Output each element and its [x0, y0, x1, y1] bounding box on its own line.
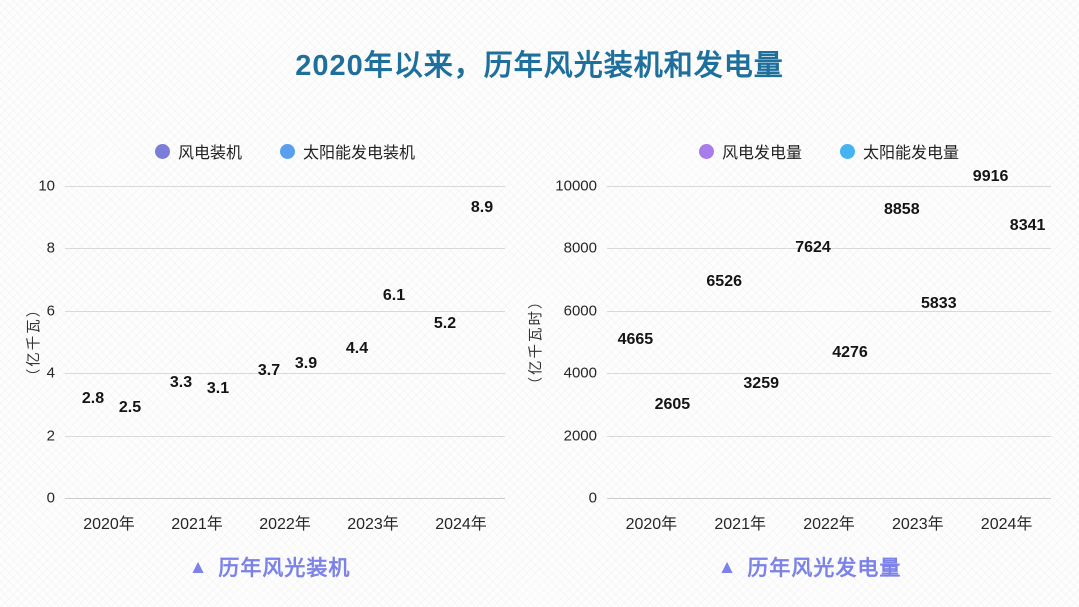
data-label: 9916 — [972, 167, 1009, 185]
x-tick-label: 2023年 — [891, 516, 944, 533]
y-tick-label: 6000 — [563, 302, 597, 320]
x-tick-label: 2023年 — [347, 516, 399, 533]
data-label: 4.4 — [345, 339, 369, 357]
caption-generation: ▲ 历年风光发电量 — [540, 552, 1079, 582]
data-label: 6.1 — [382, 286, 406, 304]
legend-dot-icon — [154, 143, 170, 159]
y-tick-label: 10 — [38, 177, 55, 195]
legend-item: 太阳能发电量 — [840, 139, 959, 163]
triangle-icon: ▲ — [188, 556, 208, 578]
legend-item-label: 太阳能发电量 — [863, 145, 960, 162]
gridline — [65, 435, 505, 437]
data-label: 5833 — [921, 295, 957, 312]
legend-item-label: 太阳能发电装机 — [303, 145, 416, 162]
data-label: 2.5 — [118, 399, 142, 416]
gridline — [607, 373, 1051, 375]
data-label: 8.9 — [470, 199, 494, 217]
gridline — [607, 248, 1051, 250]
y-tick-label: 8 — [46, 239, 55, 257]
gridline — [607, 498, 1051, 499]
x-tick-label: 2021年 — [714, 516, 766, 533]
data-label: 3.1 — [206, 380, 230, 398]
data-label: 3.9 — [294, 355, 318, 373]
y-tick-label: 2000 — [563, 427, 597, 445]
data-label: 4665 — [617, 331, 654, 349]
legend-dot-icon — [698, 143, 714, 159]
legend-item: 太阳能发电装机 — [280, 139, 415, 163]
y-axis-title-generation: （亿千瓦时） — [528, 292, 545, 392]
caption-generation-text: 历年风光发电量 — [747, 557, 902, 580]
y-tick-label: 4000 — [563, 364, 597, 382]
y-tick-label: 0 — [588, 489, 597, 507]
x-tick-label: 2024年 — [435, 516, 487, 533]
gridline — [607, 435, 1051, 437]
y-axis-title-install: （亿千瓦） — [26, 300, 43, 384]
data-label: 7624 — [795, 239, 831, 257]
gridline — [65, 373, 505, 375]
legend-dot-icon — [840, 143, 855, 159]
gridline — [65, 248, 505, 250]
legend-dot-icon — [280, 143, 295, 159]
gridline — [65, 186, 505, 187]
y-tick-label: 6 — [46, 302, 55, 320]
gridline — [65, 310, 505, 312]
data-label: 2.8 — [81, 389, 105, 407]
data-label: 2605 — [654, 395, 691, 413]
data-label: 8341 — [1009, 216, 1046, 234]
caption-install-text: 历年风光装机 — [218, 557, 351, 580]
chart-install-plot: （亿千瓦） 0 2 4 6 8 10 2020年 2021年 2022年 2023年 2024年 2.… — [27, 178, 505, 533]
caption-install: ▲ 历年风光装机 — [0, 552, 539, 582]
triangle-icon: ▲ — [717, 556, 737, 578]
legend-item: 风电装机 — [154, 139, 242, 163]
x-tick-label: 2022年 — [803, 516, 855, 533]
gridline — [65, 498, 505, 499]
x-tick-label: 2020年 — [625, 516, 678, 533]
legend-item: 风电发电量 — [698, 139, 802, 163]
x-tick-label: 2021年 — [171, 516, 223, 533]
data-label: 5.2 — [433, 314, 457, 332]
y-tick-label: 0 — [46, 489, 55, 507]
legend-item-label: 风电装机 — [177, 145, 242, 162]
gridline — [607, 310, 1051, 312]
y-tick-label: 2 — [46, 427, 55, 445]
legend-install: 风电装机 太阳能发电装机 — [65, 139, 505, 163]
gridline — [607, 186, 1051, 187]
data-label: 8858 — [884, 200, 920, 218]
data-label: 3.7 — [257, 361, 281, 379]
data-label: 3.3 — [169, 374, 193, 392]
page-title: 2020年以来，历年风光装机和发电量 — [295, 50, 784, 82]
legend-generation: 风电发电量 太阳能发电量 — [607, 139, 1051, 163]
x-tick-label: 2022年 — [259, 516, 311, 533]
x-tick-label: 2024年 — [980, 516, 1033, 533]
x-tick-label: 2020年 — [83, 516, 135, 533]
chart-generation-plot: （亿千瓦时） 0 2000 4000 6000 8000 10000 2020年 2021年 2… — [529, 168, 1051, 533]
y-tick-label: 8000 — [563, 239, 597, 257]
legend-item-label: 风电发电量 — [721, 145, 802, 162]
data-label: 6526 — [706, 273, 742, 291]
data-label: 4276 — [832, 343, 868, 361]
y-tick-label: 10000 — [555, 177, 597, 195]
data-label: 3259 — [743, 375, 779, 393]
y-tick-label: 4 — [46, 364, 55, 382]
